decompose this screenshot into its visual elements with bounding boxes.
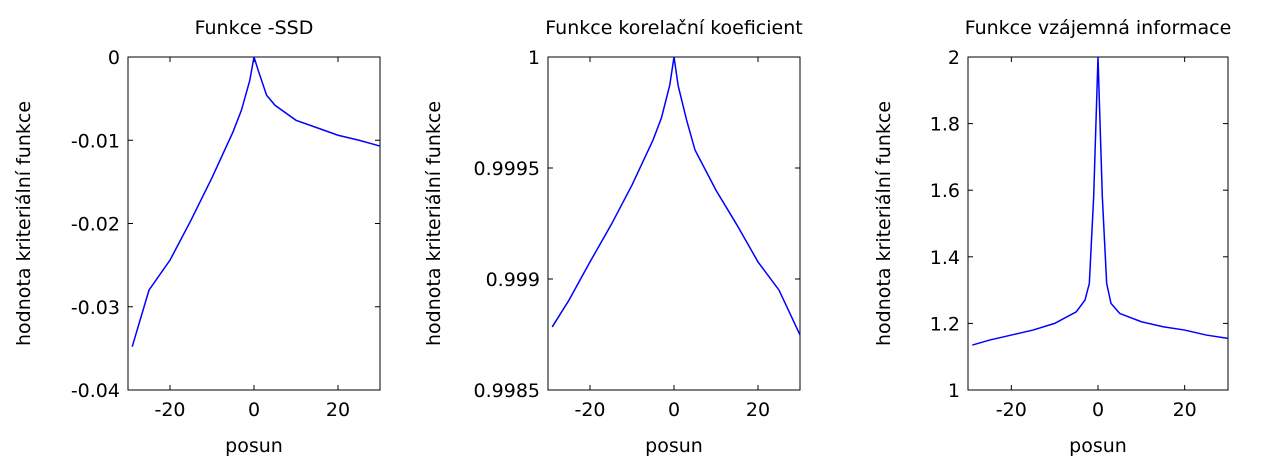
- x-axis-label: posun: [645, 435, 703, 457]
- y-tick-label: 1: [948, 380, 960, 402]
- chart-title: Funkce vzájemná informace: [965, 17, 1232, 39]
- y-tick-label: 1.4: [930, 247, 960, 269]
- chart-title: Funkce -SSD: [195, 17, 314, 39]
- x-tick-label: 20: [1173, 399, 1197, 421]
- y-tick-label: -0.04: [71, 380, 120, 402]
- data-line: [131, 56, 381, 347]
- axes-box: [547, 56, 801, 391]
- x-tick-label: -20: [154, 399, 185, 421]
- y-tick-label: 1.2: [930, 313, 960, 335]
- y-axis-label: hodnota kriteriální funkce: [873, 101, 895, 346]
- y-tick-label: 1: [528, 47, 540, 69]
- chart-title: Funkce korelační koeficient: [545, 17, 802, 39]
- y-axis-label: hodnota kriteriální funkce: [13, 101, 35, 346]
- x-tick-label: 0: [1092, 399, 1104, 421]
- y-tick-label: 0.9985: [474, 380, 540, 402]
- y-tick-label: -0.02: [71, 214, 120, 236]
- y-tick-label: 0: [108, 47, 120, 69]
- x-axis-label: posun: [225, 435, 283, 457]
- y-tick-label: 2: [948, 47, 960, 69]
- y-tick-label: 0.999: [486, 269, 540, 291]
- x-tick-label: 0: [248, 399, 260, 421]
- x-tick-label: 20: [746, 399, 770, 421]
- axes-box: [127, 56, 381, 391]
- y-tick-label: 0.9995: [474, 158, 540, 180]
- x-tick-label: 0: [668, 399, 680, 421]
- y-tick-label: -0.01: [71, 130, 120, 152]
- axes-box: [967, 56, 1229, 391]
- y-tick-label: -0.03: [71, 297, 120, 319]
- x-tick-label: 20: [326, 399, 350, 421]
- x-tick-label: -20: [574, 399, 605, 421]
- y-tick-label: 1.6: [930, 180, 960, 202]
- x-tick-label: -20: [996, 399, 1027, 421]
- x-axis-label: posun: [1069, 435, 1127, 457]
- data-line: [551, 56, 801, 336]
- y-axis-label: hodnota kriteriální funkce: [423, 101, 445, 346]
- data-line: [972, 56, 1229, 346]
- y-tick-label: 1.8: [930, 114, 960, 136]
